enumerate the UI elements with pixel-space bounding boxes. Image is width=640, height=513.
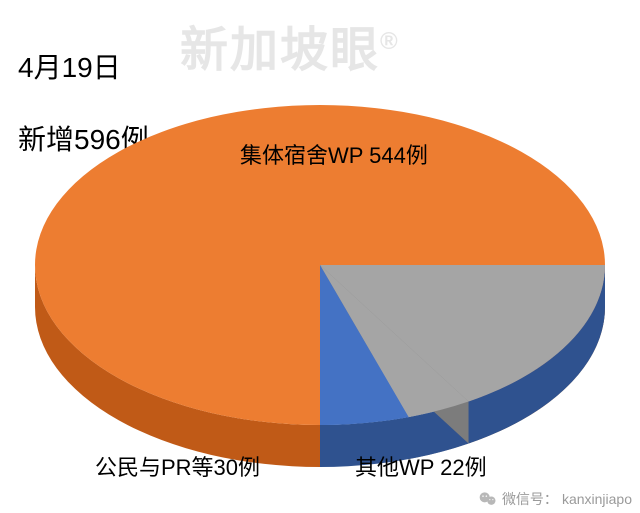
slice-label-other-wp: 其他WP 22例 xyxy=(355,450,487,482)
wechat-icon xyxy=(478,489,498,509)
pie-chart-svg xyxy=(0,0,640,513)
pie-chart-3d xyxy=(0,0,640,513)
slice-label-citizen-pr: 公民与PR等30例 xyxy=(95,450,260,482)
footer: 微信号：kanxinjiapo xyxy=(478,489,632,509)
footer-label: 微信号： xyxy=(502,489,558,509)
footer-account: kanxinjiapo xyxy=(562,491,632,507)
slice-label-dorm: 集体宿舍WP 544例 xyxy=(240,138,428,170)
